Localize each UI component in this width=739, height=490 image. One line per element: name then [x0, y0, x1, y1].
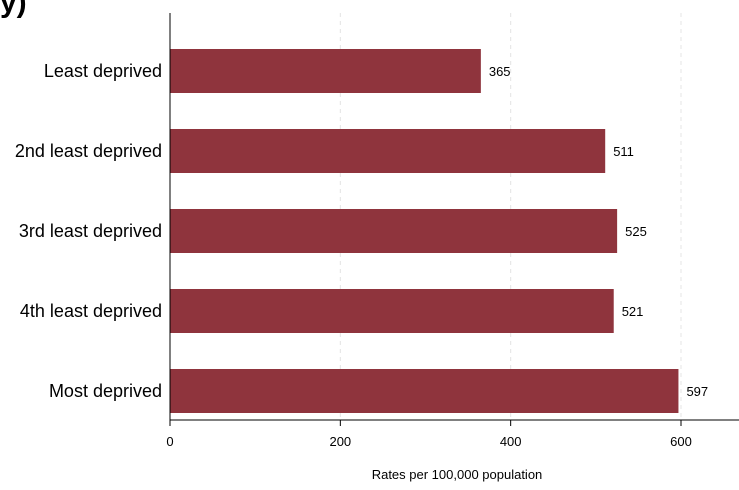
category-label-3: 3rd least deprived	[19, 221, 162, 241]
bar-5	[170, 369, 679, 413]
category-label-4: 4th least deprived	[20, 301, 162, 321]
category-label-1: Least deprived	[44, 61, 162, 81]
category-label-2: 2nd least deprived	[15, 141, 162, 161]
axes: Least deprived 2nd least deprived 3rd leas…	[15, 13, 739, 449]
chart-title-fragment: y)	[0, 0, 27, 19]
x-tick-label-600: 600	[670, 434, 692, 449]
bar-4	[170, 289, 614, 333]
x-tick-label-0: 0	[166, 434, 173, 449]
x-tick-label-200: 200	[329, 434, 351, 449]
category-label-5: Most deprived	[49, 381, 162, 401]
bars: 365 511 525 521 597	[170, 49, 708, 413]
data-label-5: 597	[686, 384, 708, 399]
bar-2	[170, 129, 606, 173]
data-label-4: 521	[622, 304, 644, 319]
x-tick-label-400: 400	[500, 434, 522, 449]
x-axis-title: Rates per 100,000 population	[372, 467, 543, 482]
bar-1	[170, 49, 481, 93]
data-label-3: 525	[625, 224, 647, 239]
data-label-1: 365	[489, 64, 511, 79]
bar-3	[170, 209, 618, 253]
data-label-2: 511	[613, 144, 634, 159]
